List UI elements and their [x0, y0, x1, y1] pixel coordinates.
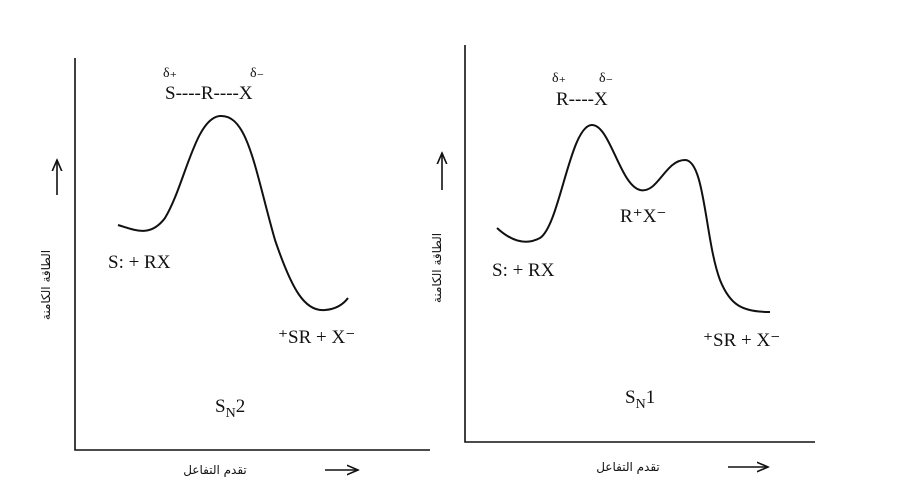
transition-state: S----R----X [165, 83, 253, 104]
delta-minus: δ₋ [250, 66, 264, 81]
sn1-panel: δ₊ δ₋ R----X R⁺X⁻ S: + RX ⁺SR + X⁻ SN1 ا… [430, 45, 815, 474]
sub: N [636, 397, 646, 412]
x-label: تقدم التفاعل [596, 460, 660, 474]
delta-plus: δ₊ [163, 66, 177, 81]
energy-curve [117, 114, 349, 312]
intermediate: R⁺X⁻ [620, 206, 666, 227]
products: ⁺SR + X⁻ [703, 330, 780, 351]
y-label: الطاقة الكامنة [430, 233, 444, 303]
delta-plus: δ₊ [552, 71, 566, 86]
reactants: S: + RX [492, 260, 555, 281]
products: ⁺SR + X⁻ [278, 327, 355, 348]
energy-curve [496, 123, 771, 313]
reactants: S: + RX [108, 252, 171, 273]
mechanism: SN2 [215, 396, 245, 421]
axes [464, 45, 815, 443]
order: 2 [236, 396, 246, 417]
letter: S [215, 396, 226, 417]
letter: S [625, 387, 636, 408]
transition-state: R----X [556, 89, 608, 110]
order: 1 [646, 387, 656, 408]
delta-minus: δ₋ [599, 71, 613, 86]
sn2-panel: δ₊ δ₋ S----R----X S: + RX ⁺SR + X⁻ SN2 ا… [39, 58, 430, 477]
mechanism: SN1 [625, 387, 655, 412]
x-label: تقدم التفاعل [183, 463, 247, 477]
y-label: الطاقة الكامنة [39, 250, 53, 320]
sub: N [226, 406, 236, 421]
axes [74, 58, 430, 451]
